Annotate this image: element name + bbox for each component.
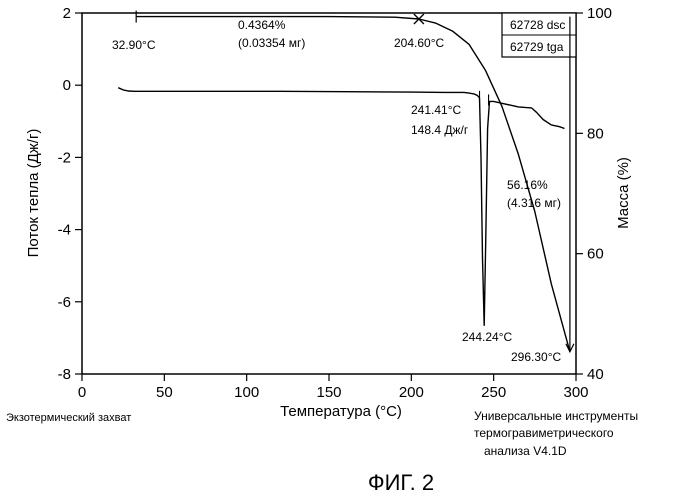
annotation-onset-dsc: 241.41°C bbox=[411, 103, 462, 117]
x-tick-label: 150 bbox=[316, 384, 341, 401]
y-left-tick-label: -8 bbox=[58, 366, 71, 383]
footer-right-line2: термогравиметрического bbox=[474, 426, 614, 440]
y-axis-left-title: Поток тепла (Дж/г) bbox=[25, 129, 42, 258]
x-tick-label: 300 bbox=[563, 384, 588, 401]
annotation-main-loss-mass: (4.316 мг) bbox=[507, 196, 561, 210]
footer-right-line1: Универсальные инструменты bbox=[474, 409, 638, 423]
annotation-onset-tga: 204.60°C bbox=[394, 36, 445, 50]
series-tga-line bbox=[136, 17, 570, 352]
annotation-enthalpy: 148.4 Дж/г bbox=[411, 123, 469, 137]
annotation-loss-mass: (0.03354 мг) bbox=[238, 36, 305, 50]
y-right-tick-label: 80 bbox=[587, 125, 604, 142]
legend-entry-tga: 62729 tga bbox=[510, 40, 564, 54]
footer-left: Экзотермический захват bbox=[6, 412, 131, 424]
series-dsc-line bbox=[118, 88, 564, 326]
y-left-tick-label: -4 bbox=[58, 222, 71, 239]
x-axis-title: Температура (°C) bbox=[280, 403, 402, 420]
annotation-peak: 244.24°C bbox=[462, 330, 513, 344]
y-left-tick-label: 2 bbox=[63, 5, 71, 22]
y-left-tick-label: 0 bbox=[63, 77, 71, 94]
footer-right-line3: анализа V4.1D bbox=[484, 444, 567, 458]
y-left-tick-label: -6 bbox=[58, 294, 71, 311]
y-left-tick-label: -2 bbox=[58, 149, 71, 166]
annotation-loss-pct: 0.4364% bbox=[238, 18, 286, 32]
annotation-end-temp: 296.30°C bbox=[511, 350, 562, 364]
annotation-start-temp: 32.90°C bbox=[112, 38, 156, 52]
y-right-tick-label: 40 bbox=[587, 366, 604, 383]
plot-frame bbox=[82, 13, 576, 374]
x-tick-label: 50 bbox=[156, 384, 173, 401]
figure-label: ФИГ. 2 bbox=[368, 470, 434, 495]
y-right-tick-label: 100 bbox=[587, 5, 612, 22]
annotation-main-loss-pct: 56.16% bbox=[507, 178, 548, 192]
x-tick-label: 250 bbox=[481, 384, 506, 401]
y-right-tick-label: 60 bbox=[587, 246, 604, 263]
y-axis-right-title: Масса (%) bbox=[615, 157, 632, 229]
x-tick-label: 100 bbox=[234, 384, 259, 401]
x-tick-label: 200 bbox=[399, 384, 424, 401]
x-tick-label: 0 bbox=[78, 384, 86, 401]
legend-entry-dsc: 62728 dsc bbox=[510, 18, 565, 32]
